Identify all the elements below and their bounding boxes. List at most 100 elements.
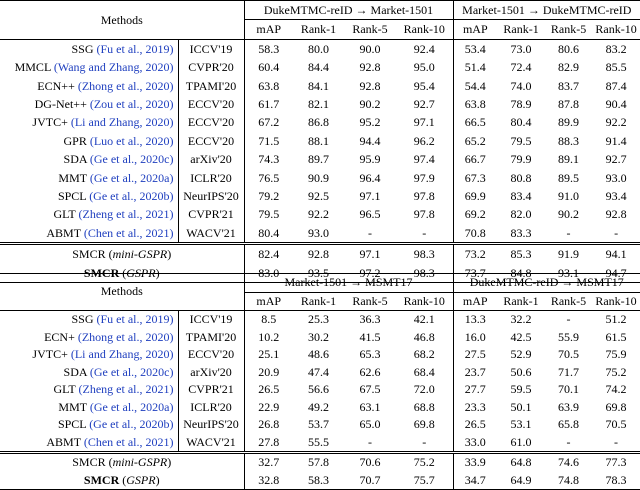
citation-link[interactable]: (Luo et al., 2020): [89, 133, 174, 148]
value-cell: 20.9: [258, 364, 280, 379]
citation-link[interactable]: (Wang and Zhang, 2020): [53, 60, 174, 75]
value-cell: 67.5: [359, 382, 381, 396]
value-cell: 78.3: [605, 472, 627, 487]
method-cell: JVTC+ (Li and Zhang, 2020): [0, 346, 179, 364]
method-name: SDA: [63, 152, 87, 167]
method-cell: ABMT (Chen et al., 2021): [0, 433, 179, 453]
table-row: GLT (Zheng et al., 2021) CVPR'21 79.5 92.2 9…: [0, 205, 640, 224]
ours-row: SMCR (mini-GSPR) 32.7 57.8 70.6 75.2 33.9 64.8…: [0, 451, 640, 472]
venue-cell: arXiv'20: [178, 363, 245, 381]
citation-link[interactable]: (Fu et al., 2019): [96, 41, 174, 56]
metric-header: Rank-5: [545, 291, 592, 311]
value-cell: 34.7: [464, 472, 486, 487]
value-cell: 70.5: [558, 347, 579, 361]
value-cell: 82.4: [244, 242, 293, 264]
value-cell: 83.7: [558, 78, 580, 93]
citation-link[interactable]: (Ge et al., 2020a): [89, 170, 174, 185]
value-cell: 67.2: [258, 115, 280, 130]
value-cell: 79.5: [258, 207, 280, 222]
value-cell: 72.4: [510, 60, 532, 75]
metric-header: mAP: [244, 291, 293, 311]
value-cell: 36.3: [344, 310, 396, 329]
venue-cell: WACV'21: [178, 223, 245, 244]
value-cell: 93.1: [558, 265, 580, 280]
value-cell: 51.2: [592, 310, 640, 329]
value-cell: 97.1: [359, 189, 381, 204]
value-cell: 42.5: [510, 329, 532, 344]
citation-link[interactable]: (Zhong et al., 2020): [77, 78, 174, 93]
citation-link[interactable]: (Zhong et al., 2020): [77, 329, 174, 344]
value-cell: 23.7: [464, 364, 486, 379]
value-cell: 75.7: [396, 471, 454, 490]
value-cell: 94.7: [605, 265, 627, 280]
venue-cell: ECCV'20: [178, 131, 245, 151]
venue-cell: NeurIPS'20: [178, 416, 245, 434]
ours-variant: GSPR: [126, 472, 156, 487]
value-cell: 55.9: [558, 329, 579, 344]
value-cell: 90.4: [605, 97, 627, 112]
value-cell: -: [396, 223, 454, 244]
value-cell: 92.5: [308, 189, 329, 204]
citation-link[interactable]: (Ge et al., 2020c): [89, 364, 174, 379]
value-cell: 73.7: [464, 265, 486, 280]
citation-link[interactable]: (Li and Zhang, 2020): [70, 115, 174, 130]
citation-link[interactable]: (Ge et al., 2020a): [89, 399, 174, 414]
value-cell: 74.6: [545, 451, 592, 472]
venue-cell: TPAMI'20: [178, 328, 245, 346]
method-cell: MMT (Ge et al., 2020a): [0, 168, 179, 188]
value-cell: 74.2: [605, 382, 627, 396]
method-cell: ECN++ (Zhong et al., 2020): [0, 76, 179, 96]
value-cell: -: [368, 225, 372, 240]
citation-link[interactable]: (Li and Zhang, 2020): [70, 347, 174, 361]
value-cell: 68.2: [396, 346, 454, 364]
value-cell: 70.6: [344, 451, 396, 472]
citation-link[interactable]: (Chen et al., 2021): [83, 225, 174, 240]
value-cell: 32.2: [497, 310, 545, 329]
group-header: DukeMTMC-reID → Market-1501: [244, 0, 454, 20]
citation-link[interactable]: (Ge et al., 2020b): [89, 417, 174, 431]
method-cell: GLT (Zheng et al., 2021): [0, 205, 179, 224]
value-cell: 96.2: [396, 131, 454, 151]
venue-cell: ICLR'20: [178, 168, 245, 188]
value-cell: 83.3: [510, 225, 532, 240]
value-cell: 16.0: [464, 329, 486, 344]
citation-link[interactable]: (Ge et al., 2020c): [89, 152, 174, 167]
value-cell: 97.4: [396, 150, 454, 169]
citation-link[interactable]: (Zheng et al., 2021): [78, 382, 174, 396]
value-cell: 74.3: [258, 152, 280, 167]
value-cell: 80.0: [293, 38, 344, 59]
venue-cell: ICCV'19: [178, 38, 245, 59]
value-cell: 93.0: [308, 225, 329, 240]
value-cell: 84.1: [308, 78, 329, 93]
venue-cell: CVPR'20: [178, 58, 245, 77]
citation-link[interactable]: (Zheng et al., 2021): [78, 207, 174, 222]
ours-method-cell: SMCR (GSPR): [0, 471, 245, 490]
value-cell: 93.0: [605, 170, 627, 185]
methods-header: Methods: [0, 0, 245, 40]
citation-link[interactable]: (Chen et al., 2021): [83, 434, 174, 449]
group-header: DukeMTMC-reID → MSMT17: [469, 275, 624, 289]
table-row: MMT (Ge et al., 2020a) ICLR'20 76.5 90.9 96.…: [0, 168, 640, 188]
table-row: SPCL (Ge et al., 2020b) NeurIPS'20 79.2 92.…: [0, 187, 640, 206]
value-cell: 26.8: [258, 417, 280, 431]
value-cell: 82.0: [510, 207, 532, 222]
citation-link[interactable]: (Fu et al., 2019): [96, 312, 174, 326]
value-cell: 69.8: [605, 399, 627, 414]
citation-link[interactable]: (Ge et al., 2020b): [89, 189, 174, 204]
ours-method-name: SMCR: [83, 472, 120, 487]
value-cell: 74.0: [510, 78, 532, 93]
method-cell: SPCL (Ge et al., 2020b): [0, 416, 179, 434]
value-cell: 77.3: [592, 451, 640, 472]
method-cell: ECN+ (Zhong et al., 2020): [0, 328, 179, 346]
method-cell: MMT (Ge et al., 2020a): [0, 398, 179, 416]
citation-link[interactable]: (Zou et al., 2020): [89, 97, 174, 112]
value-cell: 75.2: [605, 364, 627, 379]
value-cell: 70.8: [464, 225, 486, 240]
value-cell: 48.6: [308, 347, 329, 361]
value-cell: 46.8: [396, 328, 454, 346]
metric-header: Rank-1: [497, 19, 546, 40]
value-cell: 80.6: [545, 38, 593, 59]
metric-header: Rank-5: [344, 19, 396, 40]
value-cell: -: [396, 433, 454, 453]
value-cell: 76.5: [258, 170, 280, 185]
